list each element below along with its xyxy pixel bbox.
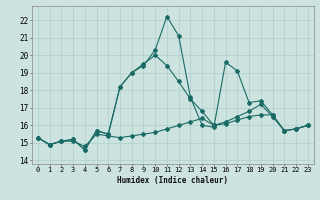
X-axis label: Humidex (Indice chaleur): Humidex (Indice chaleur) xyxy=(117,176,228,185)
